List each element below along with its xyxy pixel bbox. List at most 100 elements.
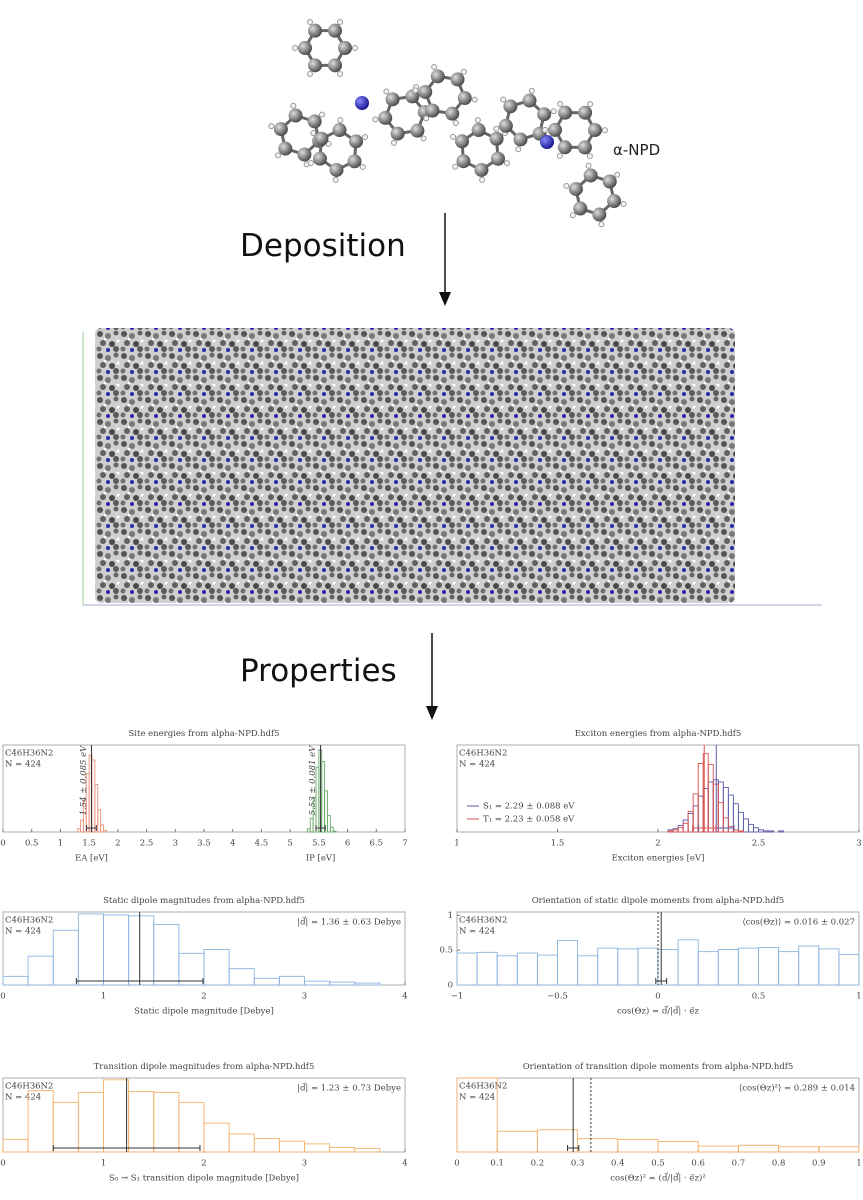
- histogram-bar: [278, 1140, 305, 1153]
- atom: [410, 123, 425, 138]
- chart-title: Transition dipole magnitudes from alpha-…: [94, 1062, 315, 1072]
- histogram-bar: [304, 980, 331, 986]
- atom: [455, 134, 470, 149]
- histogram-bar: [657, 1141, 699, 1153]
- atom: [450, 72, 465, 87]
- arrow-head: [439, 292, 451, 306]
- molecule-image: [268, 19, 627, 228]
- h-atom: [556, 152, 563, 159]
- h-atom: [307, 159, 314, 166]
- h-atom: [479, 176, 486, 183]
- histogram-bar: [228, 1133, 255, 1153]
- n-atom: [355, 96, 369, 110]
- atom: [537, 107, 552, 122]
- histogram-bar: [617, 948, 639, 986]
- h-atom: [500, 96, 507, 103]
- x-tick-label: 0.6: [691, 1159, 705, 1169]
- h-atom: [542, 126, 549, 133]
- histogram-bar: [672, 828, 679, 833]
- h-atom: [337, 117, 344, 124]
- h-atom: [359, 163, 366, 170]
- histogram-bar: [557, 940, 579, 986]
- atom: [548, 122, 563, 137]
- histogram-bar: [153, 1091, 180, 1153]
- info-text: C46H36N2: [5, 749, 53, 759]
- h-atom: [431, 64, 438, 71]
- atom: [329, 162, 344, 177]
- histogram-bar: [577, 955, 599, 986]
- atom: [587, 123, 602, 138]
- atom: [278, 141, 293, 156]
- molecule-label: α-NPD: [613, 141, 660, 159]
- h-atom: [503, 160, 510, 167]
- x-tick-label: 0.5: [752, 992, 766, 1002]
- x-tick-label: 1: [58, 839, 63, 849]
- mean-label: 1.54 ± 0.085 eV: [79, 745, 89, 816]
- x-tick-label: 0: [0, 839, 5, 849]
- h-atom: [586, 153, 593, 160]
- histogram-bar: [496, 955, 518, 986]
- x-tick-label: 5: [287, 839, 292, 849]
- histogram-bar: [737, 1144, 780, 1153]
- x-tick-label: 0.2: [531, 1159, 545, 1169]
- x-tick-label: 3.5: [197, 839, 211, 849]
- histogram-bar: [354, 1147, 381, 1153]
- h-atom: [290, 102, 297, 109]
- x-tick-label: 0: [655, 992, 660, 1002]
- histogram-bar: [94, 784, 99, 833]
- histogram-bar: [672, 829, 679, 833]
- histogram-bar: [763, 830, 770, 833]
- histogram-bar: [329, 1147, 356, 1153]
- error-bar: [567, 1145, 580, 1151]
- histogram-bar: [682, 819, 689, 833]
- atom: [425, 103, 440, 118]
- h-atom: [307, 70, 313, 77]
- h-atom: [528, 87, 535, 94]
- atom: [328, 23, 342, 38]
- atom: [288, 108, 303, 123]
- chart-title: Static dipole magnitudes from alpha-NPD.…: [103, 896, 305, 906]
- x-tick-label: 0: [0, 1159, 5, 1169]
- histogram-bar: [758, 947, 780, 986]
- info-text: N = 424: [5, 927, 41, 937]
- error-bar: [692, 825, 717, 831]
- histogram-bar: [737, 947, 759, 986]
- h-atom: [598, 221, 605, 228]
- chart-title: Exciton energies from alpha-NPD.hdf5: [575, 729, 742, 739]
- histogram-bar: [727, 826, 734, 833]
- x-axis-label: cos(Θz) = d⃗/|d⃗| · e⃗z: [617, 1005, 700, 1017]
- histogram-bar: [677, 827, 684, 833]
- x-axis-label: IP [eV]: [306, 854, 336, 864]
- histogram-bar: [692, 793, 699, 833]
- atom: [298, 41, 312, 55]
- h-atom: [372, 116, 379, 123]
- histogram-bar: [128, 1091, 155, 1153]
- atom: [498, 118, 513, 133]
- h-atom: [569, 212, 576, 219]
- histogram-bar: [27, 955, 54, 986]
- x-tick-label: 0.5: [651, 1159, 665, 1169]
- x-tick-label: 5.5: [312, 839, 326, 849]
- legend-label: ⟨cos(Θz)²⟩ = 0.289 ± 0.014: [739, 1083, 855, 1094]
- x-tick-label: 2: [201, 992, 206, 1002]
- atom: [307, 114, 322, 129]
- atom: [583, 168, 598, 183]
- x-axis-label: EA [eV]: [75, 854, 108, 864]
- histogram-bar: [597, 947, 619, 986]
- h-atom: [587, 101, 594, 108]
- x-tick-label: 0.9: [812, 1159, 826, 1169]
- atom: [503, 99, 518, 114]
- histogram-bar: [722, 817, 729, 833]
- atom: [390, 126, 405, 141]
- chart-title: Orientation of static dipole moments fro…: [532, 896, 785, 906]
- x-tick-label: 1: [454, 839, 459, 849]
- histogram-bar: [253, 1138, 280, 1153]
- error-bar: [315, 825, 326, 831]
- x-tick-label: 0.4: [611, 1159, 625, 1169]
- histogram-bar: [456, 952, 478, 986]
- histogram-bar: [838, 953, 860, 986]
- atom: [474, 162, 489, 177]
- histogram-bar: [496, 1130, 538, 1153]
- histogram-bar: [52, 929, 79, 986]
